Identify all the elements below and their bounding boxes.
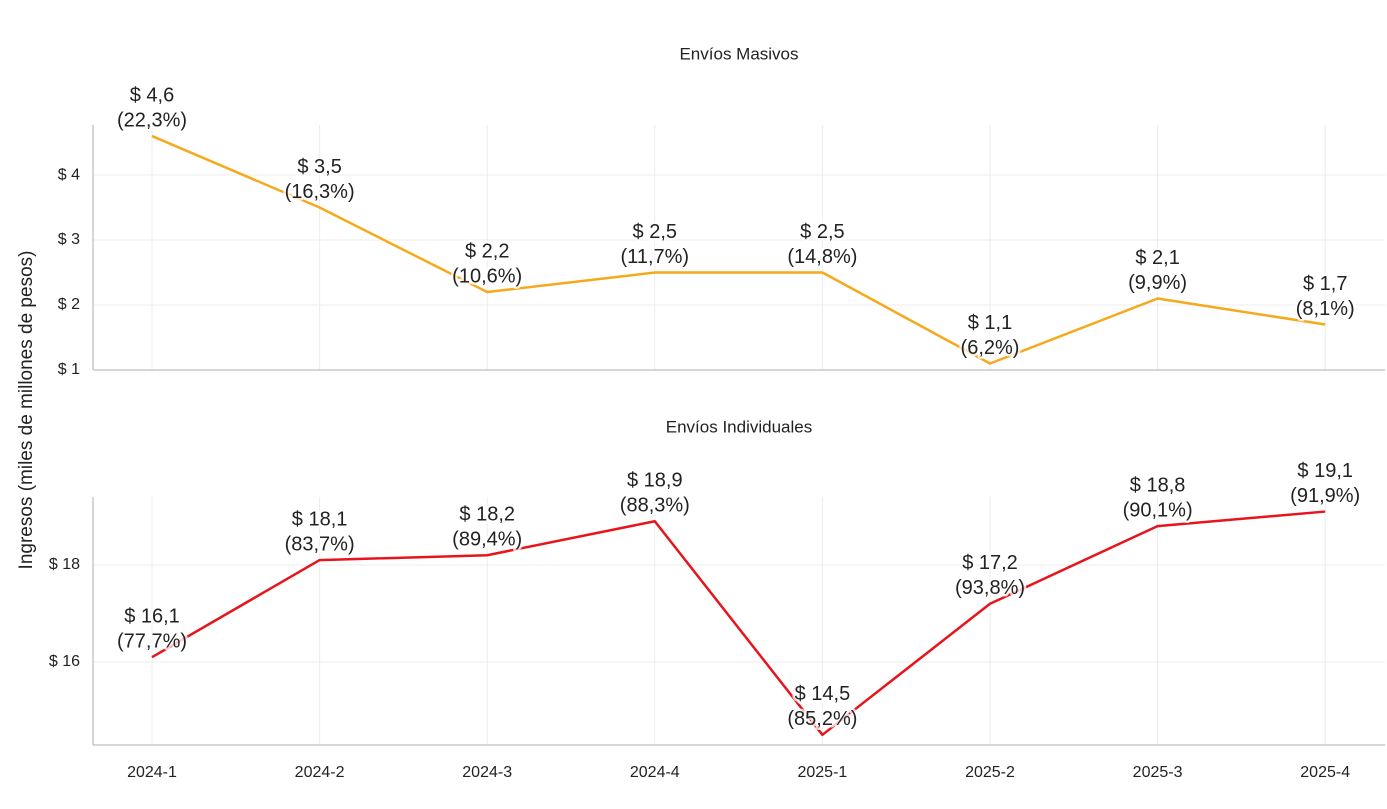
data-label: (6,2%) xyxy=(961,337,1020,359)
data-label: $ 2,5 xyxy=(800,221,844,243)
y-tick-label: $ 18 xyxy=(49,556,80,573)
data-label: (88,3%) xyxy=(620,495,690,517)
y-tick-label: $ 4 xyxy=(58,166,80,183)
data-label: (11,7%) xyxy=(621,246,690,268)
x-tick-label: 2024-4 xyxy=(630,764,680,781)
data-label: (10,6%) xyxy=(452,265,522,287)
data-label: $ 18,1 xyxy=(292,508,348,530)
panel-title: Envíos Individuales xyxy=(666,417,812,436)
data-label: (9,9%) xyxy=(1128,272,1187,294)
y-tick-label: $ 3 xyxy=(58,231,80,248)
x-tick-label: 2025-2 xyxy=(965,764,1015,781)
data-label: $ 17,2 xyxy=(962,552,1018,574)
panel-title: Envíos Masivos xyxy=(679,44,798,63)
data-label: (14,8%) xyxy=(787,246,857,268)
data-label: (85,2%) xyxy=(787,708,857,730)
line xyxy=(151,510,1326,737)
data-label: (22,3%) xyxy=(117,109,187,131)
data-label: $ 2,1 xyxy=(1135,247,1179,269)
data-label: $ 1,7 xyxy=(1303,273,1347,295)
data-label: $ 2,2 xyxy=(465,240,509,262)
data-label: (83,7%) xyxy=(285,533,355,555)
x-tick-label: 2024-3 xyxy=(462,764,512,781)
data-label: (89,4%) xyxy=(452,529,522,551)
data-label: (91,9%) xyxy=(1290,485,1360,507)
data-label: $ 18,2 xyxy=(459,504,515,526)
data-label: $ 1,1 xyxy=(968,312,1012,334)
data-label: $ 2,5 xyxy=(633,221,677,243)
data-label: (8,1%) xyxy=(1296,298,1355,320)
data-label: $ 19,1 xyxy=(1297,460,1353,482)
x-tick-label: 2025-3 xyxy=(1133,764,1183,781)
line xyxy=(151,134,1326,365)
y-tick-label: $ 2 xyxy=(58,296,80,313)
data-label: $ 3,5 xyxy=(297,156,341,178)
y-tick-label: $ 1 xyxy=(58,361,80,378)
data-label: (93,8%) xyxy=(955,577,1025,599)
x-tick-label: 2025-1 xyxy=(797,764,847,781)
data-label: (16,3%) xyxy=(285,181,355,203)
data-label: $ 4,6 xyxy=(130,84,174,106)
x-tick-label: 2024-2 xyxy=(295,764,345,781)
data-label: $ 14,5 xyxy=(795,683,851,705)
data-label: $ 16,1 xyxy=(124,605,180,627)
y-tick-label: $ 16 xyxy=(49,653,80,670)
data-label: (77,7%) xyxy=(117,630,187,652)
y-axis-label: Ingresos (miles de millones de pesos) xyxy=(16,251,37,570)
data-label: $ 18,9 xyxy=(627,470,683,492)
x-tick-label: 2025-4 xyxy=(1300,764,1350,781)
x-tick-label: 2024-1 xyxy=(127,764,177,781)
data-label: $ 18,8 xyxy=(1130,474,1186,496)
data-label: (90,1%) xyxy=(1123,499,1193,521)
